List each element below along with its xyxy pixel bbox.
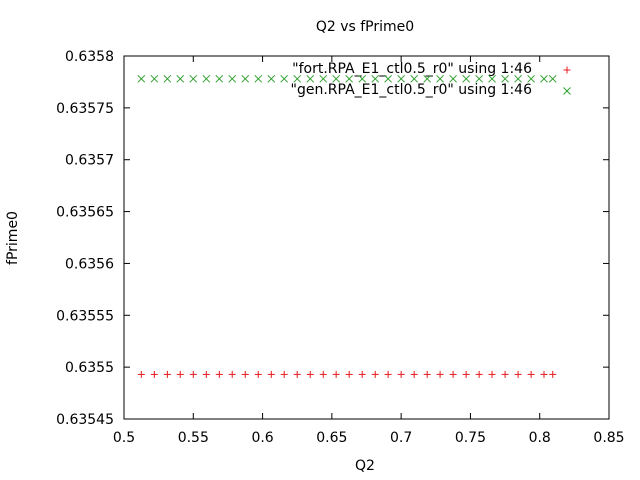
data-point [462, 74, 470, 83]
data-point [358, 74, 367, 83]
y-axis-label: fPrime0 [5, 211, 21, 265]
data-point [488, 74, 496, 83]
y-tick-label: 0.63575 [56, 101, 114, 117]
data-point [449, 370, 457, 378]
data-point [267, 74, 276, 83]
data-point [306, 370, 314, 378]
y-tick-label: 0.63555 [56, 308, 114, 324]
data-point [462, 370, 470, 378]
data-point [202, 370, 210, 378]
data-point [332, 370, 340, 378]
data-point [527, 370, 535, 378]
data-point [384, 74, 392, 83]
data-point [384, 370, 392, 378]
data-point [358, 370, 366, 378]
data-point [319, 370, 327, 378]
data-point [137, 74, 146, 83]
data-point [189, 370, 197, 378]
data-point [280, 74, 289, 83]
data-point [345, 74, 354, 83]
series-2 [137, 74, 557, 83]
data-point [397, 370, 405, 378]
data-point [501, 370, 509, 378]
data-point [410, 74, 419, 83]
x-tick-label: 0.5 [113, 430, 135, 446]
data-point [150, 74, 159, 83]
data-point [540, 370, 548, 378]
data-point [267, 370, 275, 378]
legend-label: "fort.RPA_E1_ctl0.5_r0" using 1:46 [292, 61, 532, 77]
x-tick-label: 0.8 [529, 430, 551, 446]
data-point [254, 370, 262, 378]
plot-frame [123, 55, 610, 420]
data-point [514, 74, 522, 83]
data-point [527, 74, 535, 83]
x-tick-label: 0.7 [390, 430, 412, 446]
data-point [241, 370, 249, 378]
data-point [436, 370, 444, 378]
x-tick-label: 0.6 [251, 430, 273, 446]
data-point [501, 74, 509, 83]
data-point [410, 370, 418, 378]
x-tick-label: 0.55 [178, 430, 209, 446]
y-tick-label: 0.6356 [65, 256, 114, 272]
y-tick-label: 0.6355 [65, 360, 114, 376]
data-point [475, 74, 484, 83]
data-point [488, 370, 496, 378]
data-point [150, 370, 158, 378]
data-point [241, 74, 250, 83]
x-tick-label: 0.85 [593, 430, 624, 446]
x-axis-label: Q2 [355, 458, 375, 474]
y-tick-label: 0.6358 [65, 49, 114, 65]
data-point [137, 370, 145, 378]
data-point [475, 370, 483, 378]
data-point [215, 370, 223, 378]
y-tick-label: 0.63545 [56, 412, 114, 428]
legend-marker [563, 66, 571, 74]
data-point [449, 74, 457, 83]
data-point [332, 74, 341, 83]
y-tick-label: 0.63565 [56, 205, 114, 221]
axis-ticks: 0.5 0.55 0.6 0.65 0.7 0.75 0.8 0.85 0.63545 0.635… [56, 49, 624, 446]
data-point [371, 74, 380, 83]
data-point [306, 74, 315, 83]
data-point [540, 74, 548, 83]
data-point [423, 74, 432, 83]
legend-marker [563, 87, 571, 95]
data-point [319, 74, 328, 83]
data-point [293, 370, 301, 378]
chart-title: Q2 vs fPrime0 [316, 19, 414, 35]
data-point [202, 74, 211, 83]
series-1 [137, 370, 557, 378]
data-point [228, 74, 237, 83]
data-point [548, 74, 557, 83]
data-point [423, 370, 431, 378]
data-point [163, 74, 172, 83]
data-points [137, 74, 557, 378]
legend-label: "gen.RPA_E1_ctl0.5_r0" using 1:46 [291, 82, 533, 98]
data-point [228, 370, 236, 378]
data-point [397, 74, 405, 83]
legend: "fort.RPA_E1_ctl0.5_r0" using 1:46 "gen.R… [291, 61, 571, 98]
data-point [280, 370, 288, 378]
data-point [436, 74, 444, 83]
x-tick-label: 0.65 [316, 430, 347, 446]
x-tick-label: 0.75 [455, 430, 486, 446]
data-point [549, 370, 557, 378]
data-point [215, 74, 224, 83]
data-point [293, 74, 302, 83]
data-point [371, 370, 379, 378]
y-tick-label: 0.6357 [65, 153, 114, 169]
data-point [514, 370, 522, 378]
data-point [254, 74, 263, 83]
data-point [189, 74, 198, 83]
data-point [345, 370, 353, 378]
data-point [163, 370, 171, 378]
data-point [176, 74, 185, 83]
data-point [176, 370, 184, 378]
